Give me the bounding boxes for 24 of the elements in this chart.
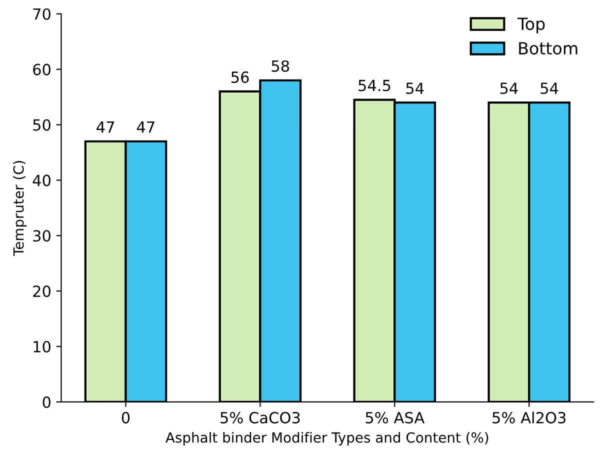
- legend-label: Bottom: [519, 42, 578, 55]
- x-tick-label: 5% CaCO3: [220, 412, 300, 424]
- y-tick-label: 20: [33, 286, 50, 298]
- data-label: 54: [540, 82, 558, 94]
- data-label: 58: [272, 60, 290, 72]
- y-tick-label: 40: [32, 174, 50, 186]
- y-tick-label: 30: [33, 230, 50, 242]
- x-tick-label: 5% ASA: [366, 412, 425, 424]
- data-label: 54: [500, 82, 518, 94]
- x-tick-label: 5% Al2O3: [492, 412, 566, 424]
- y-tick-label: 50: [33, 119, 50, 131]
- x-axis-title: Asphalt binder Modifier Types and Content (%): [166, 432, 488, 446]
- y-axis-title: Tempruter (C): [13, 161, 26, 256]
- data-label: 54.5: [358, 80, 390, 92]
- x-tick-label: 0: [122, 412, 130, 424]
- y-tick-label: 10: [34, 340, 50, 353]
- y-tick-label: 70: [33, 8, 50, 20]
- data-label: 47: [136, 122, 154, 133]
- data-label: 47: [96, 122, 114, 133]
- y-tick-label: 0: [42, 396, 50, 408]
- legend-label: Top: [517, 18, 545, 34]
- data-label: 56: [231, 71, 249, 83]
- data-label: 54: [406, 82, 424, 94]
- y-tick-label: 60: [33, 64, 50, 76]
